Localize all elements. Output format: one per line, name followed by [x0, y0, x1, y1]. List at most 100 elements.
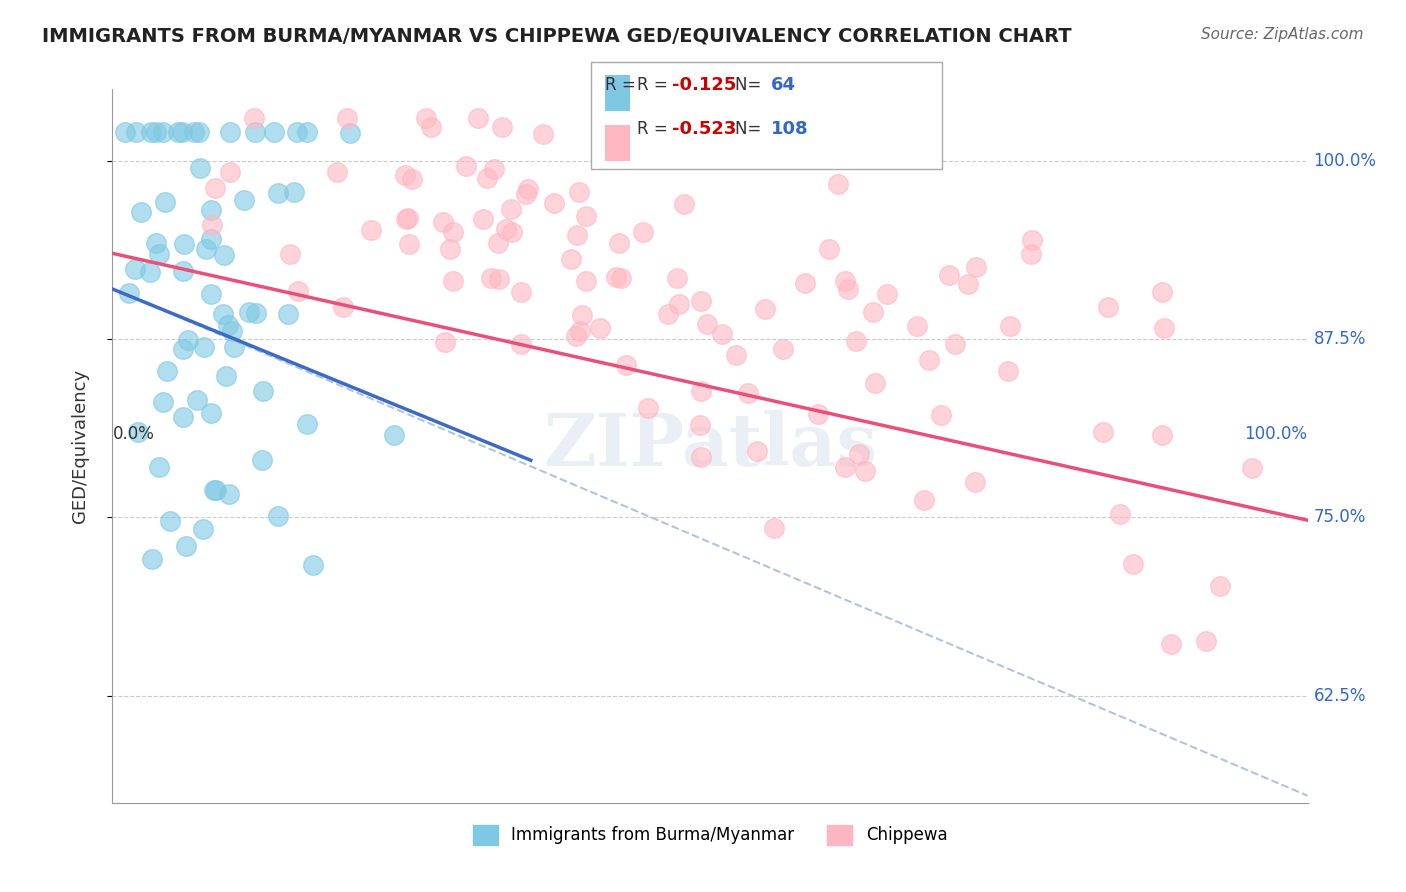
Point	[148, 460, 170, 475]
Text: IMMIGRANTS FROM BURMA/MYANMAR VS CHIPPEWA GED/EQUIVALENCY CORRELATION CHART: IMMIGRANTS FROM BURMA/MYANMAR VS CHIPPEW…	[42, 27, 1071, 45]
Point	[401, 172, 423, 186]
Point	[672, 197, 695, 211]
Point	[125, 125, 148, 139]
Point	[834, 274, 856, 288]
Point	[172, 342, 194, 356]
Point	[211, 307, 233, 321]
Point	[668, 297, 690, 311]
Point	[153, 195, 176, 210]
Point	[509, 285, 531, 299]
Point	[772, 342, 794, 356]
Point	[531, 127, 554, 141]
Point	[486, 236, 509, 251]
Point	[963, 475, 986, 489]
Point	[441, 225, 464, 239]
Point	[441, 274, 464, 288]
Point	[114, 125, 136, 139]
Point	[472, 211, 495, 226]
Point	[276, 307, 298, 321]
Point	[267, 508, 290, 523]
Point	[302, 558, 325, 573]
Point	[217, 318, 239, 333]
Point	[689, 384, 711, 399]
Point	[491, 120, 513, 134]
Point	[938, 268, 960, 283]
Point	[848, 446, 870, 460]
Point	[1109, 508, 1132, 522]
Point	[454, 159, 477, 173]
Point	[172, 125, 194, 139]
Point	[1019, 247, 1042, 261]
Point	[129, 204, 152, 219]
Point	[194, 242, 217, 256]
Point	[167, 125, 190, 139]
Point	[267, 186, 290, 201]
Y-axis label: GED/Equivalency: GED/Equivalency	[70, 369, 89, 523]
Point	[1021, 234, 1043, 248]
Point	[250, 452, 273, 467]
Point	[834, 459, 856, 474]
Point	[863, 376, 886, 391]
Text: 64: 64	[770, 76, 796, 94]
Point	[382, 427, 405, 442]
Point	[467, 111, 489, 125]
Point	[488, 271, 510, 285]
Point	[295, 417, 318, 432]
Text: N=: N=	[735, 120, 766, 138]
Point	[439, 242, 461, 256]
Point	[689, 293, 711, 308]
Point	[876, 286, 898, 301]
Point	[177, 333, 200, 347]
Point	[997, 364, 1019, 378]
Point	[287, 284, 309, 298]
Point	[657, 307, 679, 321]
Point	[482, 161, 505, 176]
Point	[754, 301, 776, 316]
Point	[565, 328, 588, 343]
Point	[214, 248, 236, 262]
Point	[631, 226, 654, 240]
Point	[339, 126, 361, 140]
Point	[394, 168, 416, 182]
Point	[183, 125, 205, 139]
Point	[332, 301, 354, 315]
Point	[1097, 300, 1119, 314]
Point	[827, 178, 849, 192]
Point	[575, 274, 598, 288]
Point	[205, 483, 228, 497]
Point	[238, 305, 260, 319]
Point	[501, 225, 523, 239]
Text: 108: 108	[770, 120, 808, 138]
Point	[912, 492, 935, 507]
Point	[295, 125, 318, 139]
Point	[689, 450, 711, 465]
Point	[1195, 633, 1218, 648]
Point	[152, 395, 174, 409]
Text: 100.0%: 100.0%	[1244, 425, 1308, 442]
Point	[560, 252, 582, 266]
Point	[173, 237, 195, 252]
Point	[956, 277, 979, 291]
Text: -0.523: -0.523	[672, 120, 737, 138]
Point	[1209, 579, 1232, 593]
Text: R =: R =	[637, 120, 673, 138]
Text: 0.0%: 0.0%	[112, 425, 155, 442]
Point	[326, 165, 349, 179]
Point	[200, 287, 222, 301]
Point	[224, 341, 246, 355]
Point	[233, 193, 256, 207]
Point	[479, 270, 502, 285]
Point	[918, 352, 941, 367]
Point	[588, 321, 610, 335]
Text: -0.125: -0.125	[672, 76, 737, 94]
Point	[395, 211, 418, 226]
Point	[1122, 557, 1144, 571]
Point	[725, 348, 748, 362]
Point	[1000, 318, 1022, 333]
Text: 100.0%: 100.0%	[1313, 152, 1376, 169]
Point	[605, 269, 627, 284]
Point	[200, 232, 222, 246]
Point	[278, 247, 301, 261]
Point	[844, 334, 866, 348]
Point	[245, 305, 267, 319]
